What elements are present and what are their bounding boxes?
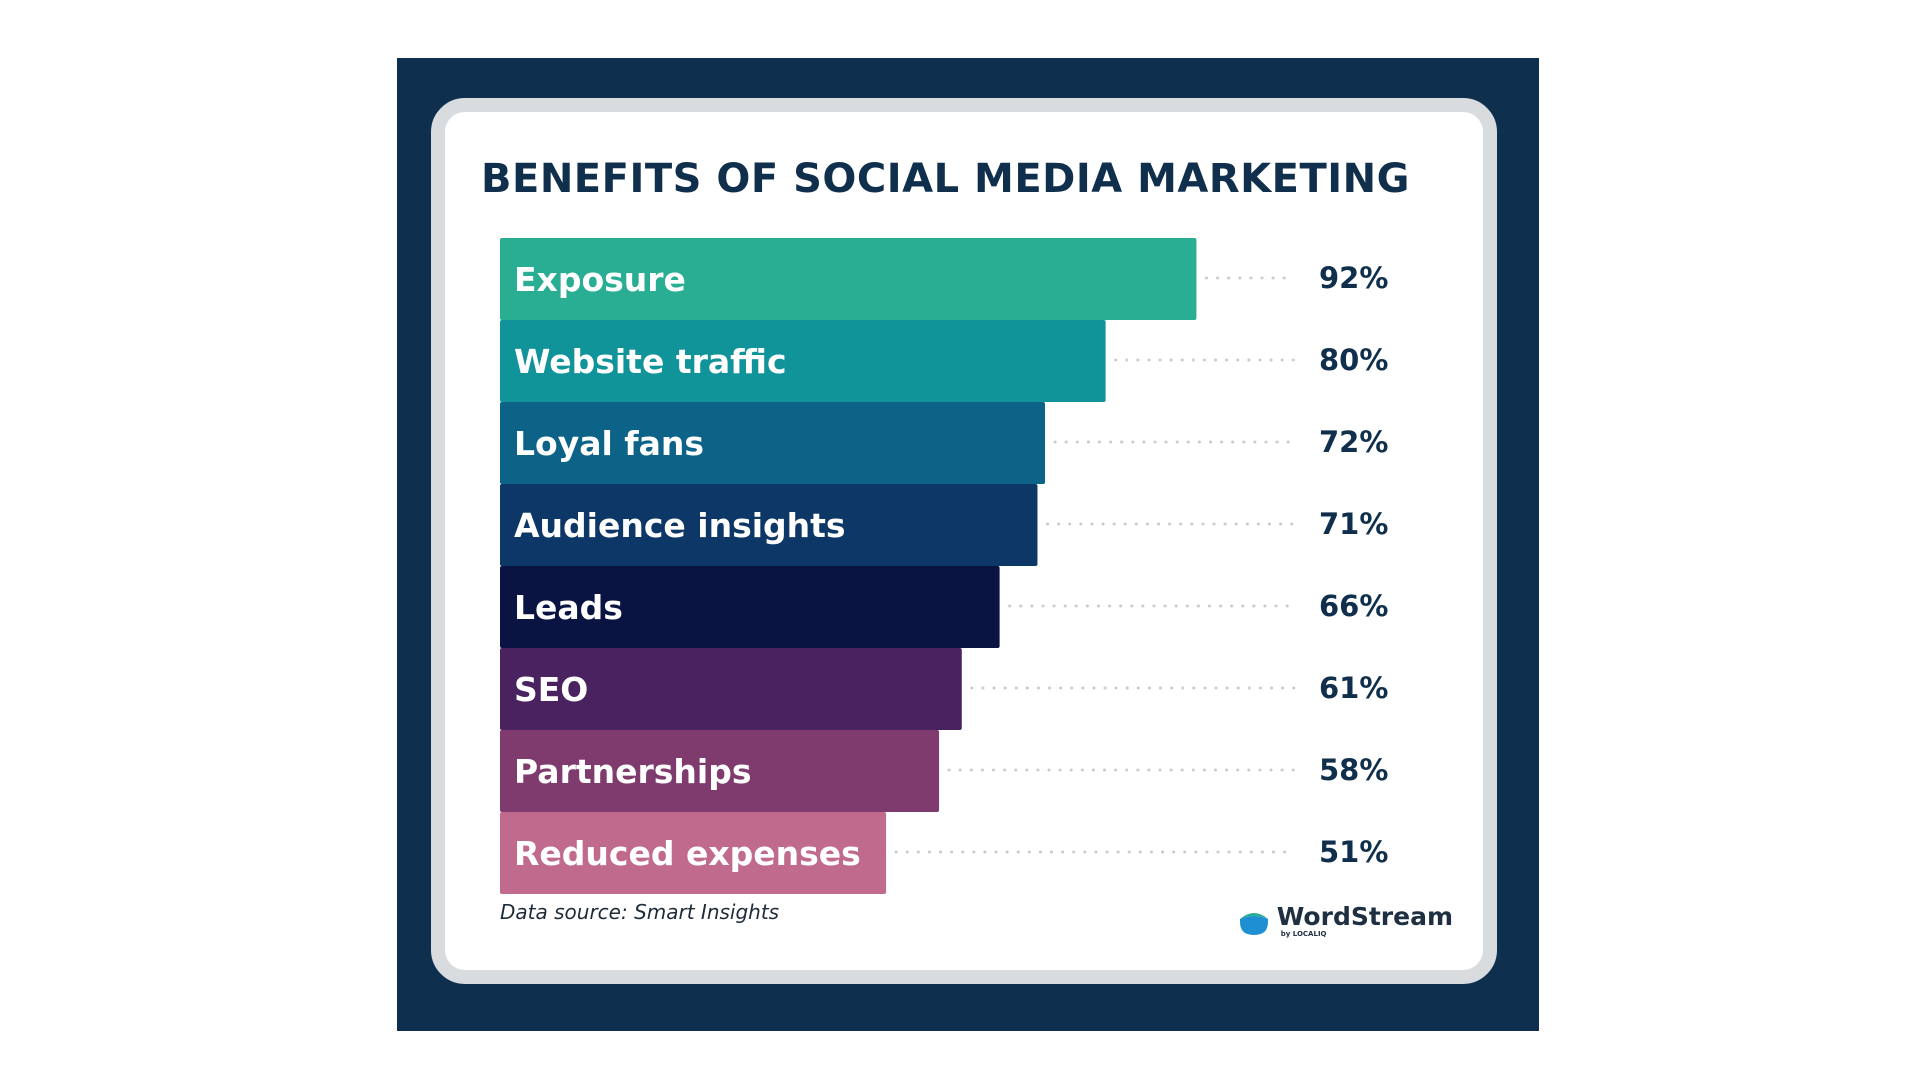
bar-label: Leads — [514, 588, 623, 627]
bar-label: Reduced expenses — [514, 834, 861, 873]
bar-label: Loyal fans — [514, 424, 704, 463]
chart-card: BENEFITS OF SOCIAL MEDIA MARKETING Expos… — [431, 98, 1497, 984]
bar-label: Partnerships — [514, 752, 751, 791]
value-label: 66% — [1319, 589, 1388, 623]
bar-label: Website traffic — [514, 342, 787, 381]
brand-logo: WordStream by LOCALIQ — [1237, 904, 1453, 938]
bar — [500, 484, 1038, 566]
data-source-note: Data source: Smart Insights — [500, 900, 780, 924]
value-label: 51% — [1319, 835, 1388, 869]
value-label: 80% — [1319, 343, 1388, 377]
bar-chart: Exposure 92% Website traffic 80% Loyal fans 7… — [500, 238, 1388, 894]
bar — [500, 238, 1197, 320]
bar — [500, 648, 962, 730]
infographic-frame: BENEFITS OF SOCIAL MEDIA MARKETING Expos… — [397, 58, 1539, 1031]
value-label: 58% — [1319, 753, 1388, 787]
bar — [500, 812, 887, 894]
bar — [500, 320, 1106, 402]
bar-label: Audience insights — [514, 506, 846, 545]
bar-label: Exposure — [514, 260, 686, 299]
bar — [500, 402, 1046, 484]
value-label: 71% — [1319, 507, 1388, 541]
chart-title: BENEFITS OF SOCIAL MEDIA MARKETING — [481, 156, 1410, 202]
wordstream-logo-icon — [1239, 913, 1268, 935]
bar — [500, 730, 940, 812]
value-label: 92% — [1319, 261, 1388, 295]
bar — [500, 566, 1000, 648]
value-label: 72% — [1319, 425, 1388, 459]
brand-name: WordStream — [1276, 902, 1453, 931]
bar-label: SEO — [514, 670, 588, 709]
value-label: 61% — [1319, 671, 1388, 705]
brand-subtitle: by LOCALIQ — [1280, 930, 1327, 938]
